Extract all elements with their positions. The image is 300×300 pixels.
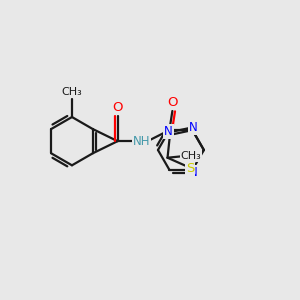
Text: CH₃: CH₃ [61,87,82,97]
Text: O: O [167,96,178,109]
Text: NH: NH [133,135,151,148]
Text: N: N [164,125,173,138]
Text: N: N [189,121,197,134]
Text: N: N [189,166,197,179]
Text: CH₃: CH₃ [181,151,202,161]
Text: S: S [186,162,194,175]
Text: O: O [112,101,123,114]
